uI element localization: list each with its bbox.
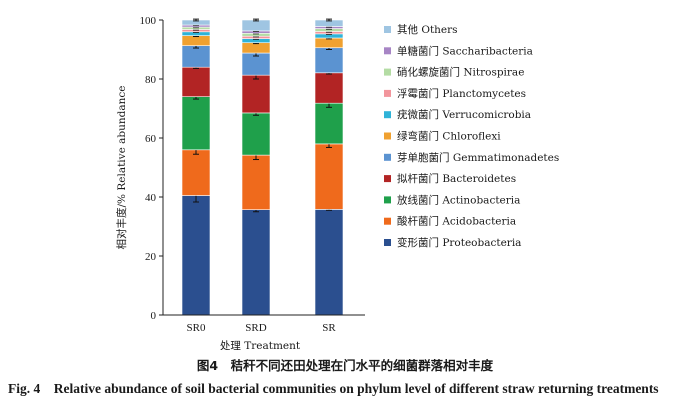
bar-segment-sr0-3 (181, 66, 211, 97)
bar-segment-srd-3 (241, 74, 271, 114)
legend-swatch-2 (384, 68, 391, 76)
legend-swatch-5 (384, 132, 391, 140)
legend-label-7: 拟杆菌门 Bacteroidetes (397, 172, 516, 185)
legend-swatch-9 (384, 217, 391, 225)
bar-segment-sr0-5 (181, 35, 211, 46)
y-tick-label-3: 60 (145, 133, 157, 145)
y-tick-label-0: 0 (151, 310, 157, 322)
legend-label-6: 芽单胞菌门 Gemmatimonadetes (397, 151, 559, 164)
bar-segment-srd-2 (241, 112, 271, 156)
bar-segment-sr-3 (314, 72, 344, 104)
legend-swatch-6 (384, 153, 391, 161)
legend-swatch-3 (384, 89, 391, 97)
x-axis-title: 处理 Treatment (220, 340, 301, 350)
x-tick-label-sr0: SR0 (187, 322, 206, 334)
x-tick-label-srd: SRD (245, 322, 266, 334)
legend-swatch-7 (384, 175, 391, 183)
legend-label-4: 疣微菌门 Verrucomicrobia (397, 108, 531, 121)
bar-segment-sr-0 (314, 209, 344, 316)
bar-segment-srd-10 (241, 19, 271, 32)
bar-segment-sr0-4 (181, 45, 211, 68)
bar-segment-sr0-1 (181, 149, 211, 196)
x-tick-label-sr: SR (322, 322, 336, 334)
y-tick-label-2: 40 (145, 192, 157, 204)
legend-label-3: 浮霉菌门 Planctomycetes (397, 87, 526, 100)
bar-segment-sr-5 (314, 37, 344, 49)
legend-label-9: 酸杆菌门 Acidobacteria (397, 215, 516, 228)
figure-caption-chinese: 图4 秸秆不同还田处理在门水平的细菌群落相对丰度 (196, 358, 494, 373)
bar-segment-sr-1 (314, 143, 344, 210)
bar-segment-sr0-2 (181, 96, 211, 151)
legend-label-0: 其他 Others (397, 23, 458, 36)
legend-label-10: 变形菌门 Proteobacteria (397, 236, 521, 249)
figure-caption-english: Fig. 4 Relative abundance of soil bacter… (8, 381, 659, 396)
legend-swatch-10 (384, 239, 391, 246)
legend-label-8: 放线菌门 Actinobacteria (397, 193, 520, 206)
legend-label-2: 硝化螺旋菌门 Nitrospirae (397, 66, 524, 79)
y-tick-label-1: 20 (145, 251, 157, 263)
y-tick-label-4: 80 (145, 74, 157, 86)
legend-label-5: 绿弯菌门 Chloroflexi (397, 130, 501, 143)
legend-swatch-4 (384, 111, 391, 119)
bar-segment-sr0-0 (181, 195, 211, 316)
legend-label-1: 单糖菌门 Saccharibacteria (397, 44, 533, 57)
bar-segment-srd-1 (241, 154, 271, 210)
legend-swatch-1 (384, 47, 391, 55)
bar-segment-srd-5 (241, 42, 271, 54)
y-axis-title: 相对丰度/% Relative abundance (115, 86, 128, 250)
bar-segment-sr-4 (314, 47, 344, 74)
legend-swatch-0 (384, 26, 391, 33)
legend-swatch-8 (384, 196, 391, 204)
bar-segment-srd-0 (241, 209, 271, 316)
bar-segment-sr-2 (314, 102, 344, 145)
y-tick-label-5: 100 (140, 15, 157, 27)
